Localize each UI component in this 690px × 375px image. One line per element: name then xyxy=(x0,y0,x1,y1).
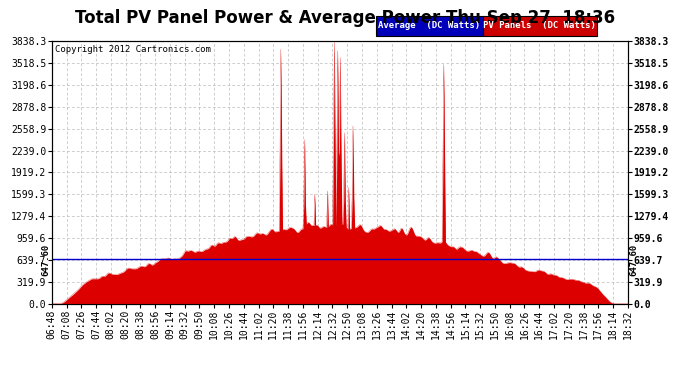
Text: Average  (DC Watts): Average (DC Watts) xyxy=(378,21,481,30)
Text: Copyright 2012 Cartronics.com: Copyright 2012 Cartronics.com xyxy=(55,45,211,54)
Text: 647.60: 647.60 xyxy=(41,243,50,276)
Text: 647.60: 647.60 xyxy=(629,243,638,276)
Text: Total PV Panel Power & Average Power Thu Sep 27  18:36: Total PV Panel Power & Average Power Thu… xyxy=(75,9,615,27)
Text: PV Panels  (DC Watts): PV Panels (DC Watts) xyxy=(484,21,596,30)
